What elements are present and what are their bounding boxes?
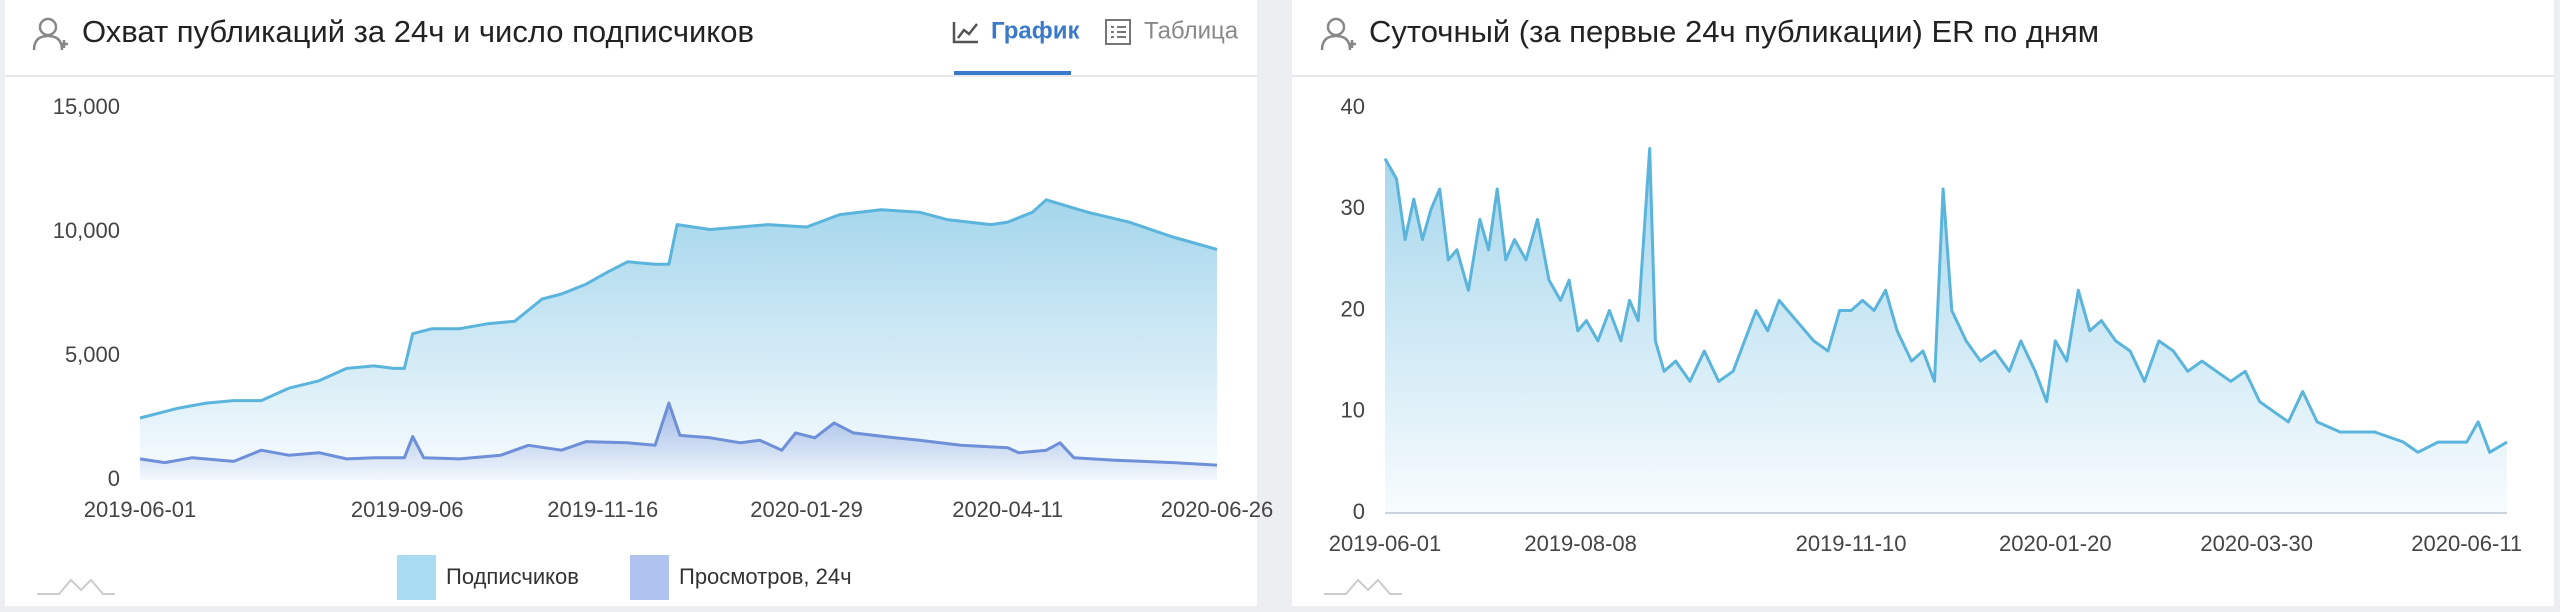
y-tick-label: 40	[1341, 94, 1365, 119]
tab-icon	[1105, 19, 1131, 45]
line	[1383, 147, 2508, 454]
area	[1385, 148, 2507, 513]
tab-icon	[1111, 26, 1126, 38]
x-tick-label: 2020-03-30	[2200, 531, 2313, 556]
user-icon	[32, 17, 68, 51]
y-tick-label: 0	[1353, 499, 1365, 524]
y-tick-label: 5,000	[65, 342, 120, 367]
chart-title: Охват публикаций за 24ч и число подписчи…	[82, 14, 754, 49]
tab-label[interactable]: График	[991, 17, 1080, 44]
x-tick-label: 2019-06-01	[1329, 531, 1442, 556]
x-tick-label: 2020-06-11	[2411, 531, 2522, 556]
area	[140, 199, 1217, 481]
x-tick-label: 2020-04-11	[952, 497, 1063, 522]
legend-label: Просмотров, 24ч	[679, 564, 852, 589]
line	[139, 198, 1218, 420]
navigator-icon	[37, 578, 115, 595]
x-tick-label: 2019-06-01	[84, 497, 197, 522]
chart-title: Суточный (за первые 24ч публикации) ER п…	[1369, 14, 2099, 49]
tab-label[interactable]: Таблица	[1144, 17, 1239, 44]
y-tick-label: 10	[1341, 398, 1365, 423]
y-tick-label: 30	[1341, 195, 1365, 220]
x-tick-label: 2019-08-08	[1524, 531, 1637, 556]
y-tick-label: 0	[108, 466, 120, 491]
tab-icon	[952, 22, 978, 44]
x-tick-label: 2019-11-10	[1796, 531, 1907, 556]
x-tick-label: 2020-06-26	[1161, 497, 1274, 522]
y-tick-label: 10,000	[53, 218, 120, 243]
y-tick-label: 15,000	[53, 94, 120, 119]
tab-graph[interactable]: График	[952, 17, 1080, 75]
user-icon	[1320, 17, 1356, 51]
x-tick-label: 2019-11-16	[547, 497, 658, 522]
area	[140, 403, 1217, 480]
x-tick-label: 2020-01-29	[750, 497, 863, 522]
line	[139, 401, 1218, 467]
legend-swatch	[630, 555, 669, 600]
x-tick-label: 2020-01-20	[1999, 531, 2112, 556]
legend-label: Подписчиков	[446, 564, 579, 589]
tab-table[interactable]: Таблица	[1105, 17, 1239, 45]
y-tick-label: 20	[1341, 296, 1365, 321]
legend-swatch	[397, 555, 436, 600]
navigator-icon	[1324, 578, 1402, 595]
x-tick-label: 2019-09-06	[351, 497, 464, 522]
tab-underline	[954, 71, 1071, 75]
